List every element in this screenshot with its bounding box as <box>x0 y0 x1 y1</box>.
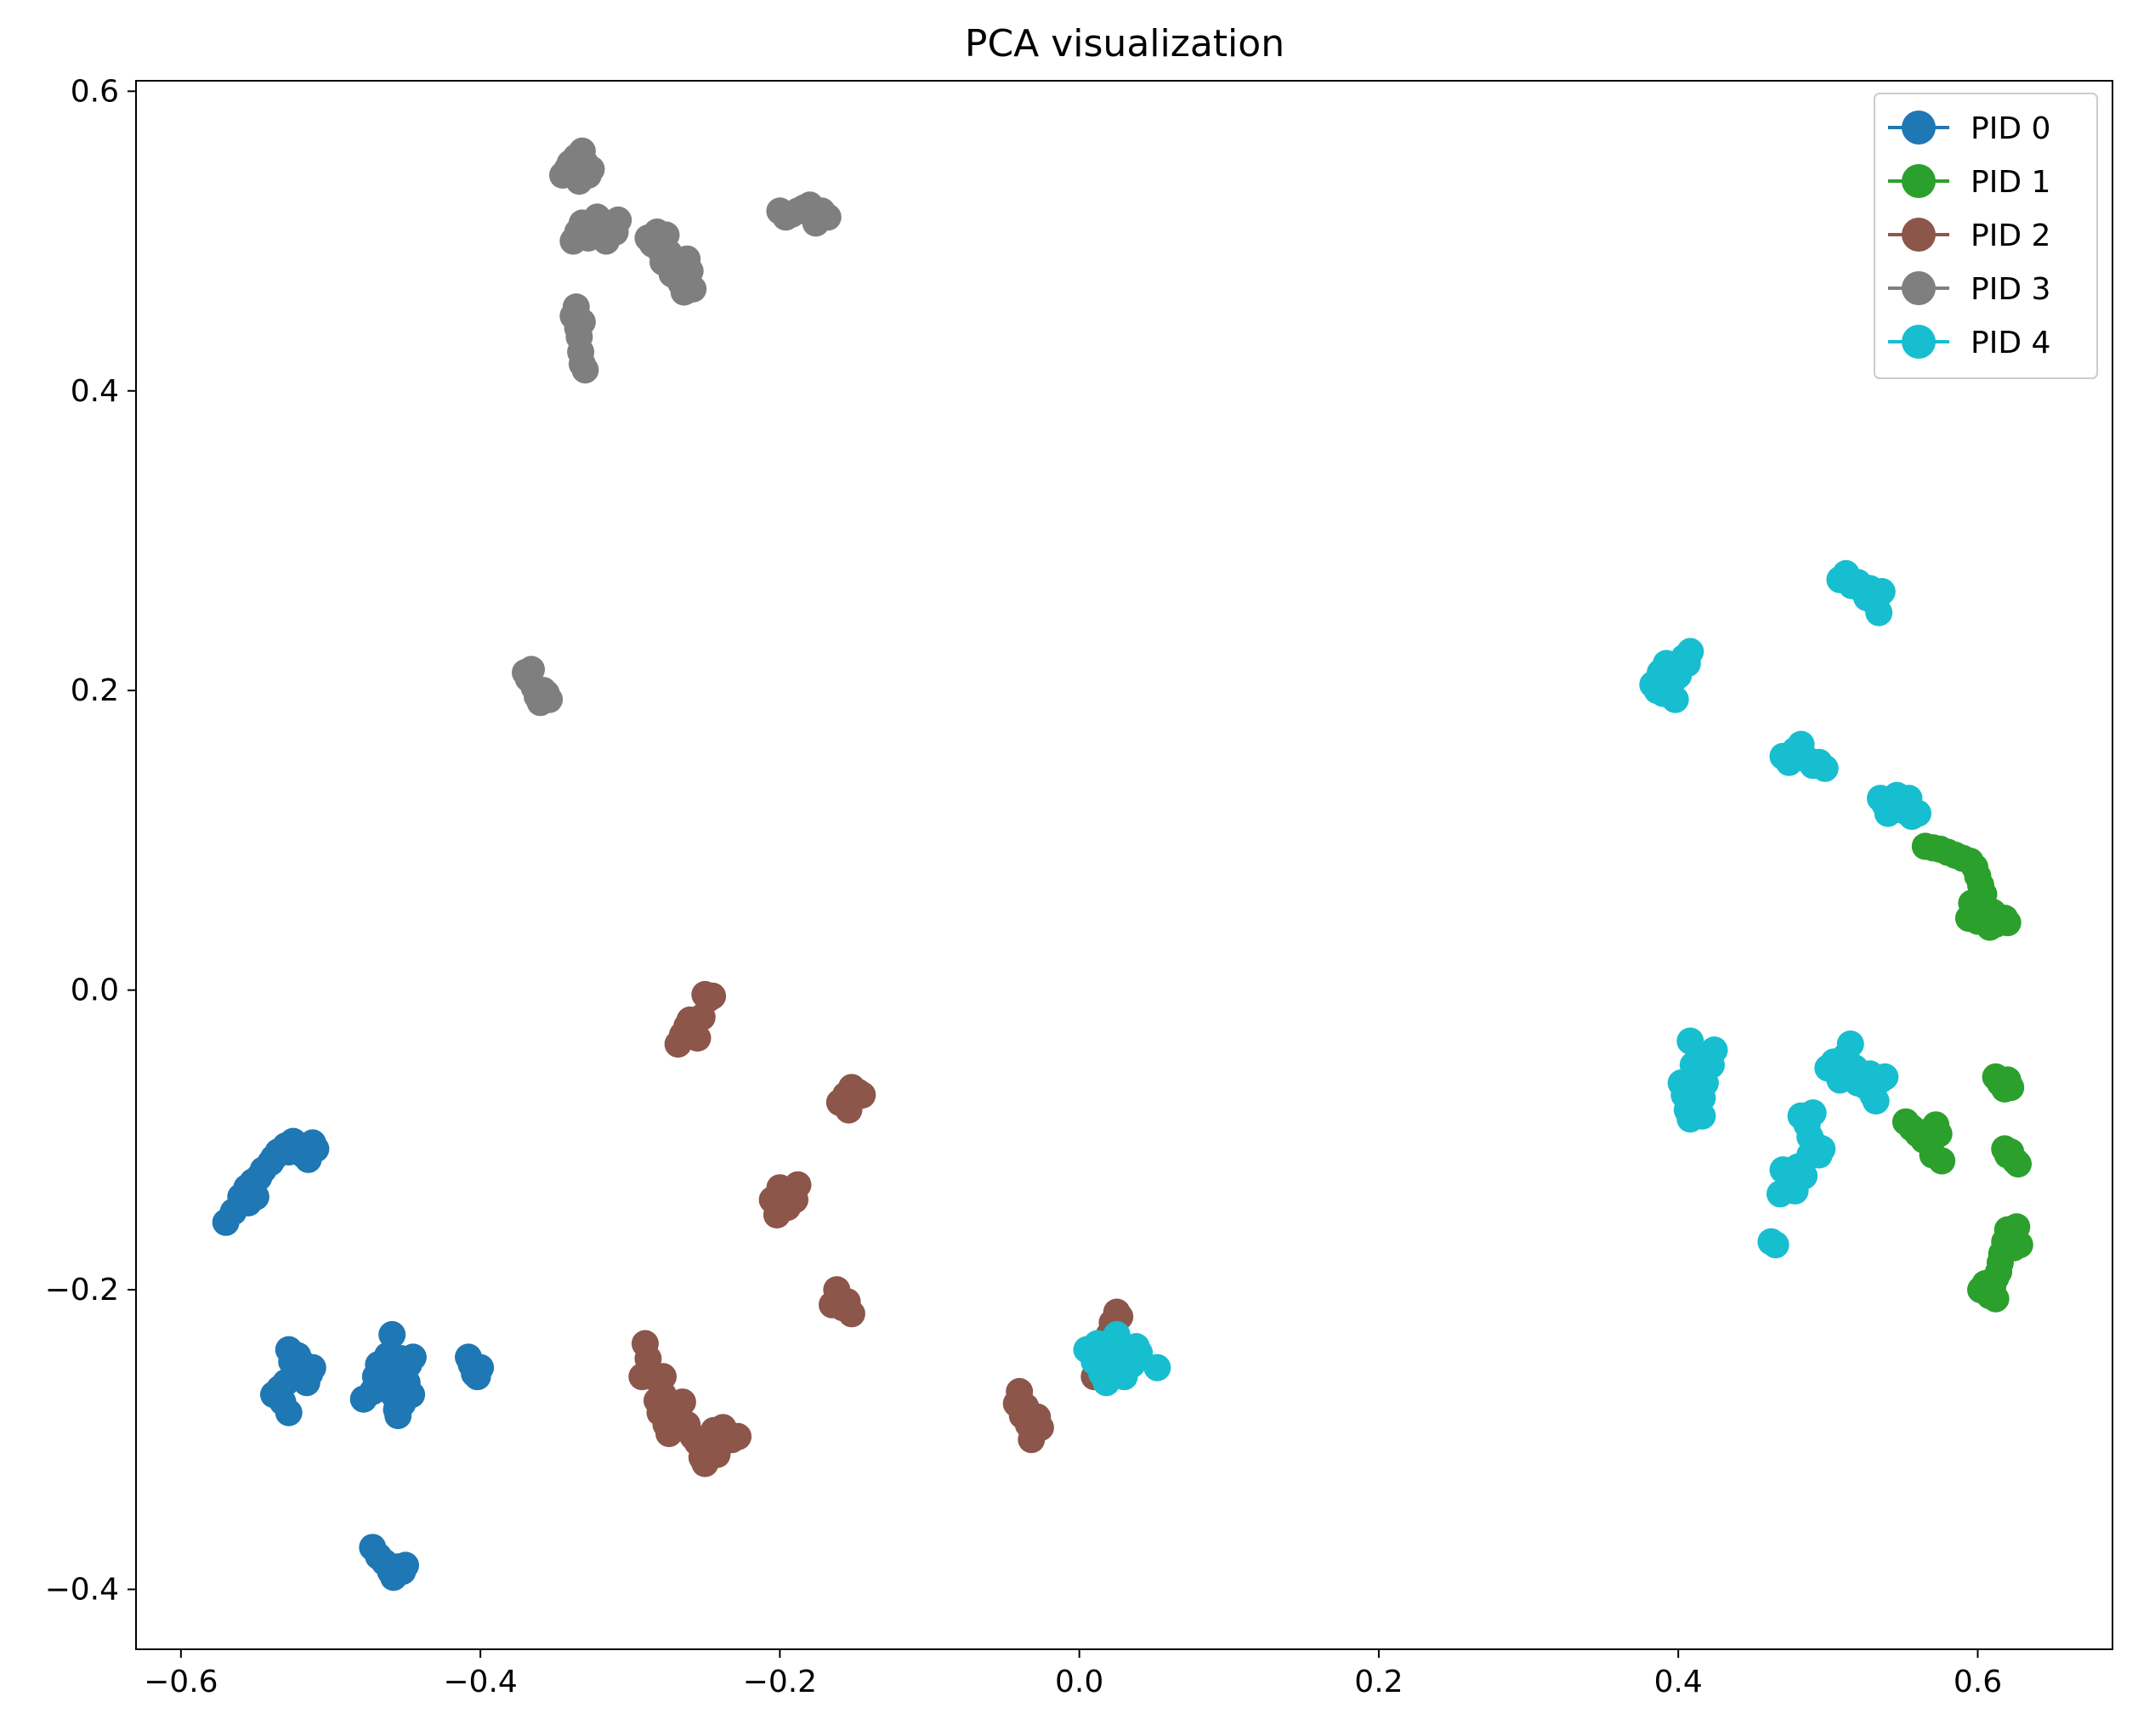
y-tick-label: −0.4 <box>45 1573 119 1608</box>
data-point <box>649 1363 677 1391</box>
x-tick-label: −0.4 <box>443 1665 517 1699</box>
y-tick-label: 0.4 <box>71 374 119 409</box>
legend-label: PID 2 <box>1971 218 2050 253</box>
data-point <box>1871 1063 1899 1091</box>
data-point <box>1997 1074 2025 1102</box>
x-tick-label: 0.2 <box>1354 1665 1403 1699</box>
data-point <box>1092 1353 1120 1381</box>
legend-label: PID 3 <box>1971 272 2050 307</box>
legend-box <box>1874 93 2098 379</box>
legend-entry: PID 2 <box>1888 218 2050 253</box>
legend-marker <box>1902 325 1936 359</box>
y-tick-label: 0.2 <box>71 673 119 708</box>
data-point <box>378 1320 406 1348</box>
data-point <box>392 1552 419 1580</box>
data-point <box>604 206 632 234</box>
data-point <box>1954 905 1982 933</box>
legend-entry: PID 0 <box>1888 111 2050 146</box>
data-point <box>1649 679 1677 707</box>
data-point <box>1799 1099 1827 1127</box>
legend-marker <box>1902 111 1936 145</box>
series-3-points <box>512 137 842 717</box>
x-tick-label: 0.0 <box>1055 1665 1103 1699</box>
legend-entry: PID 4 <box>1888 325 2050 360</box>
data-point <box>1836 1030 1864 1058</box>
data-point <box>1688 1102 1716 1130</box>
data-point <box>699 982 727 1010</box>
data-point <box>565 167 593 196</box>
data-point <box>848 1081 876 1109</box>
y-tick-label: 0.0 <box>71 973 119 1008</box>
data-point <box>2005 1231 2033 1259</box>
data-point <box>724 1422 752 1450</box>
data-point <box>1853 584 1881 611</box>
data-point <box>679 275 707 303</box>
data-point <box>1761 1231 1789 1259</box>
data-point <box>383 1396 411 1424</box>
data-point <box>264 1377 292 1405</box>
data-point <box>1904 799 1931 827</box>
data-point <box>284 1137 312 1165</box>
data-point <box>814 203 842 231</box>
x-tick-label: 0.4 <box>1654 1665 1703 1699</box>
data-point <box>1126 1339 1154 1367</box>
plot-frame <box>135 80 2113 1650</box>
data-point <box>467 1353 495 1381</box>
data-point <box>837 1300 865 1328</box>
chart-title: PCA visualization <box>965 22 1285 65</box>
data-point <box>1796 1141 1824 1169</box>
data-point <box>1676 638 1704 666</box>
legend-marker <box>1902 271 1936 305</box>
legend-label: PID 1 <box>1971 165 2050 200</box>
series-2-points <box>628 980 1134 1478</box>
legend: PID 0 PID 1 PID 2 PID 3 PID 4 <box>1874 93 2098 379</box>
data-point <box>1862 1087 1890 1115</box>
data-point <box>1811 754 1839 782</box>
data-point <box>1700 1036 1728 1064</box>
data-point <box>2005 1150 2032 1178</box>
legend-entry: PID 1 <box>1888 164 2050 200</box>
data-point <box>1976 913 2004 941</box>
legend-label: PID 4 <box>1971 326 2050 360</box>
legend-marker <box>1902 218 1936 252</box>
data-point <box>1143 1353 1171 1381</box>
data-point <box>241 1183 269 1211</box>
series-4-points <box>1073 559 1931 1397</box>
data-point <box>676 1006 704 1034</box>
series-1-points <box>1891 832 2033 1313</box>
series-0-points <box>212 1127 495 1591</box>
legend-label: PID 0 <box>1971 111 2050 146</box>
y-tick-label: 0.6 <box>71 74 119 109</box>
legend-marker <box>1902 164 1936 198</box>
x-tick-label: −0.2 <box>743 1665 817 1699</box>
data-point <box>1982 1285 2010 1313</box>
data-point <box>536 685 564 713</box>
data-point <box>1913 1123 1941 1151</box>
data-point <box>571 356 599 384</box>
legend-entry: PID 3 <box>1888 271 2050 307</box>
x-tick-label: −0.6 <box>144 1665 218 1699</box>
data-point <box>298 1353 326 1381</box>
data-point <box>1676 1027 1704 1055</box>
axes-layer: −0.6 −0.4 −0.2 0.0 0.2 0.4 0.6 −0.4 −0.2 0.0 0.2 0.… <box>45 74 2113 1699</box>
data-point <box>1928 1147 1956 1175</box>
points-layer <box>212 137 2033 1591</box>
data-point <box>668 1388 696 1416</box>
x-tick-label: 0.6 <box>1954 1665 2002 1699</box>
data-point <box>399 1343 427 1371</box>
y-tick-label: −0.2 <box>45 1273 119 1308</box>
data-point <box>568 308 596 336</box>
data-point <box>1026 1414 1054 1442</box>
data-point <box>784 1171 812 1199</box>
data-point <box>1790 1162 1818 1190</box>
